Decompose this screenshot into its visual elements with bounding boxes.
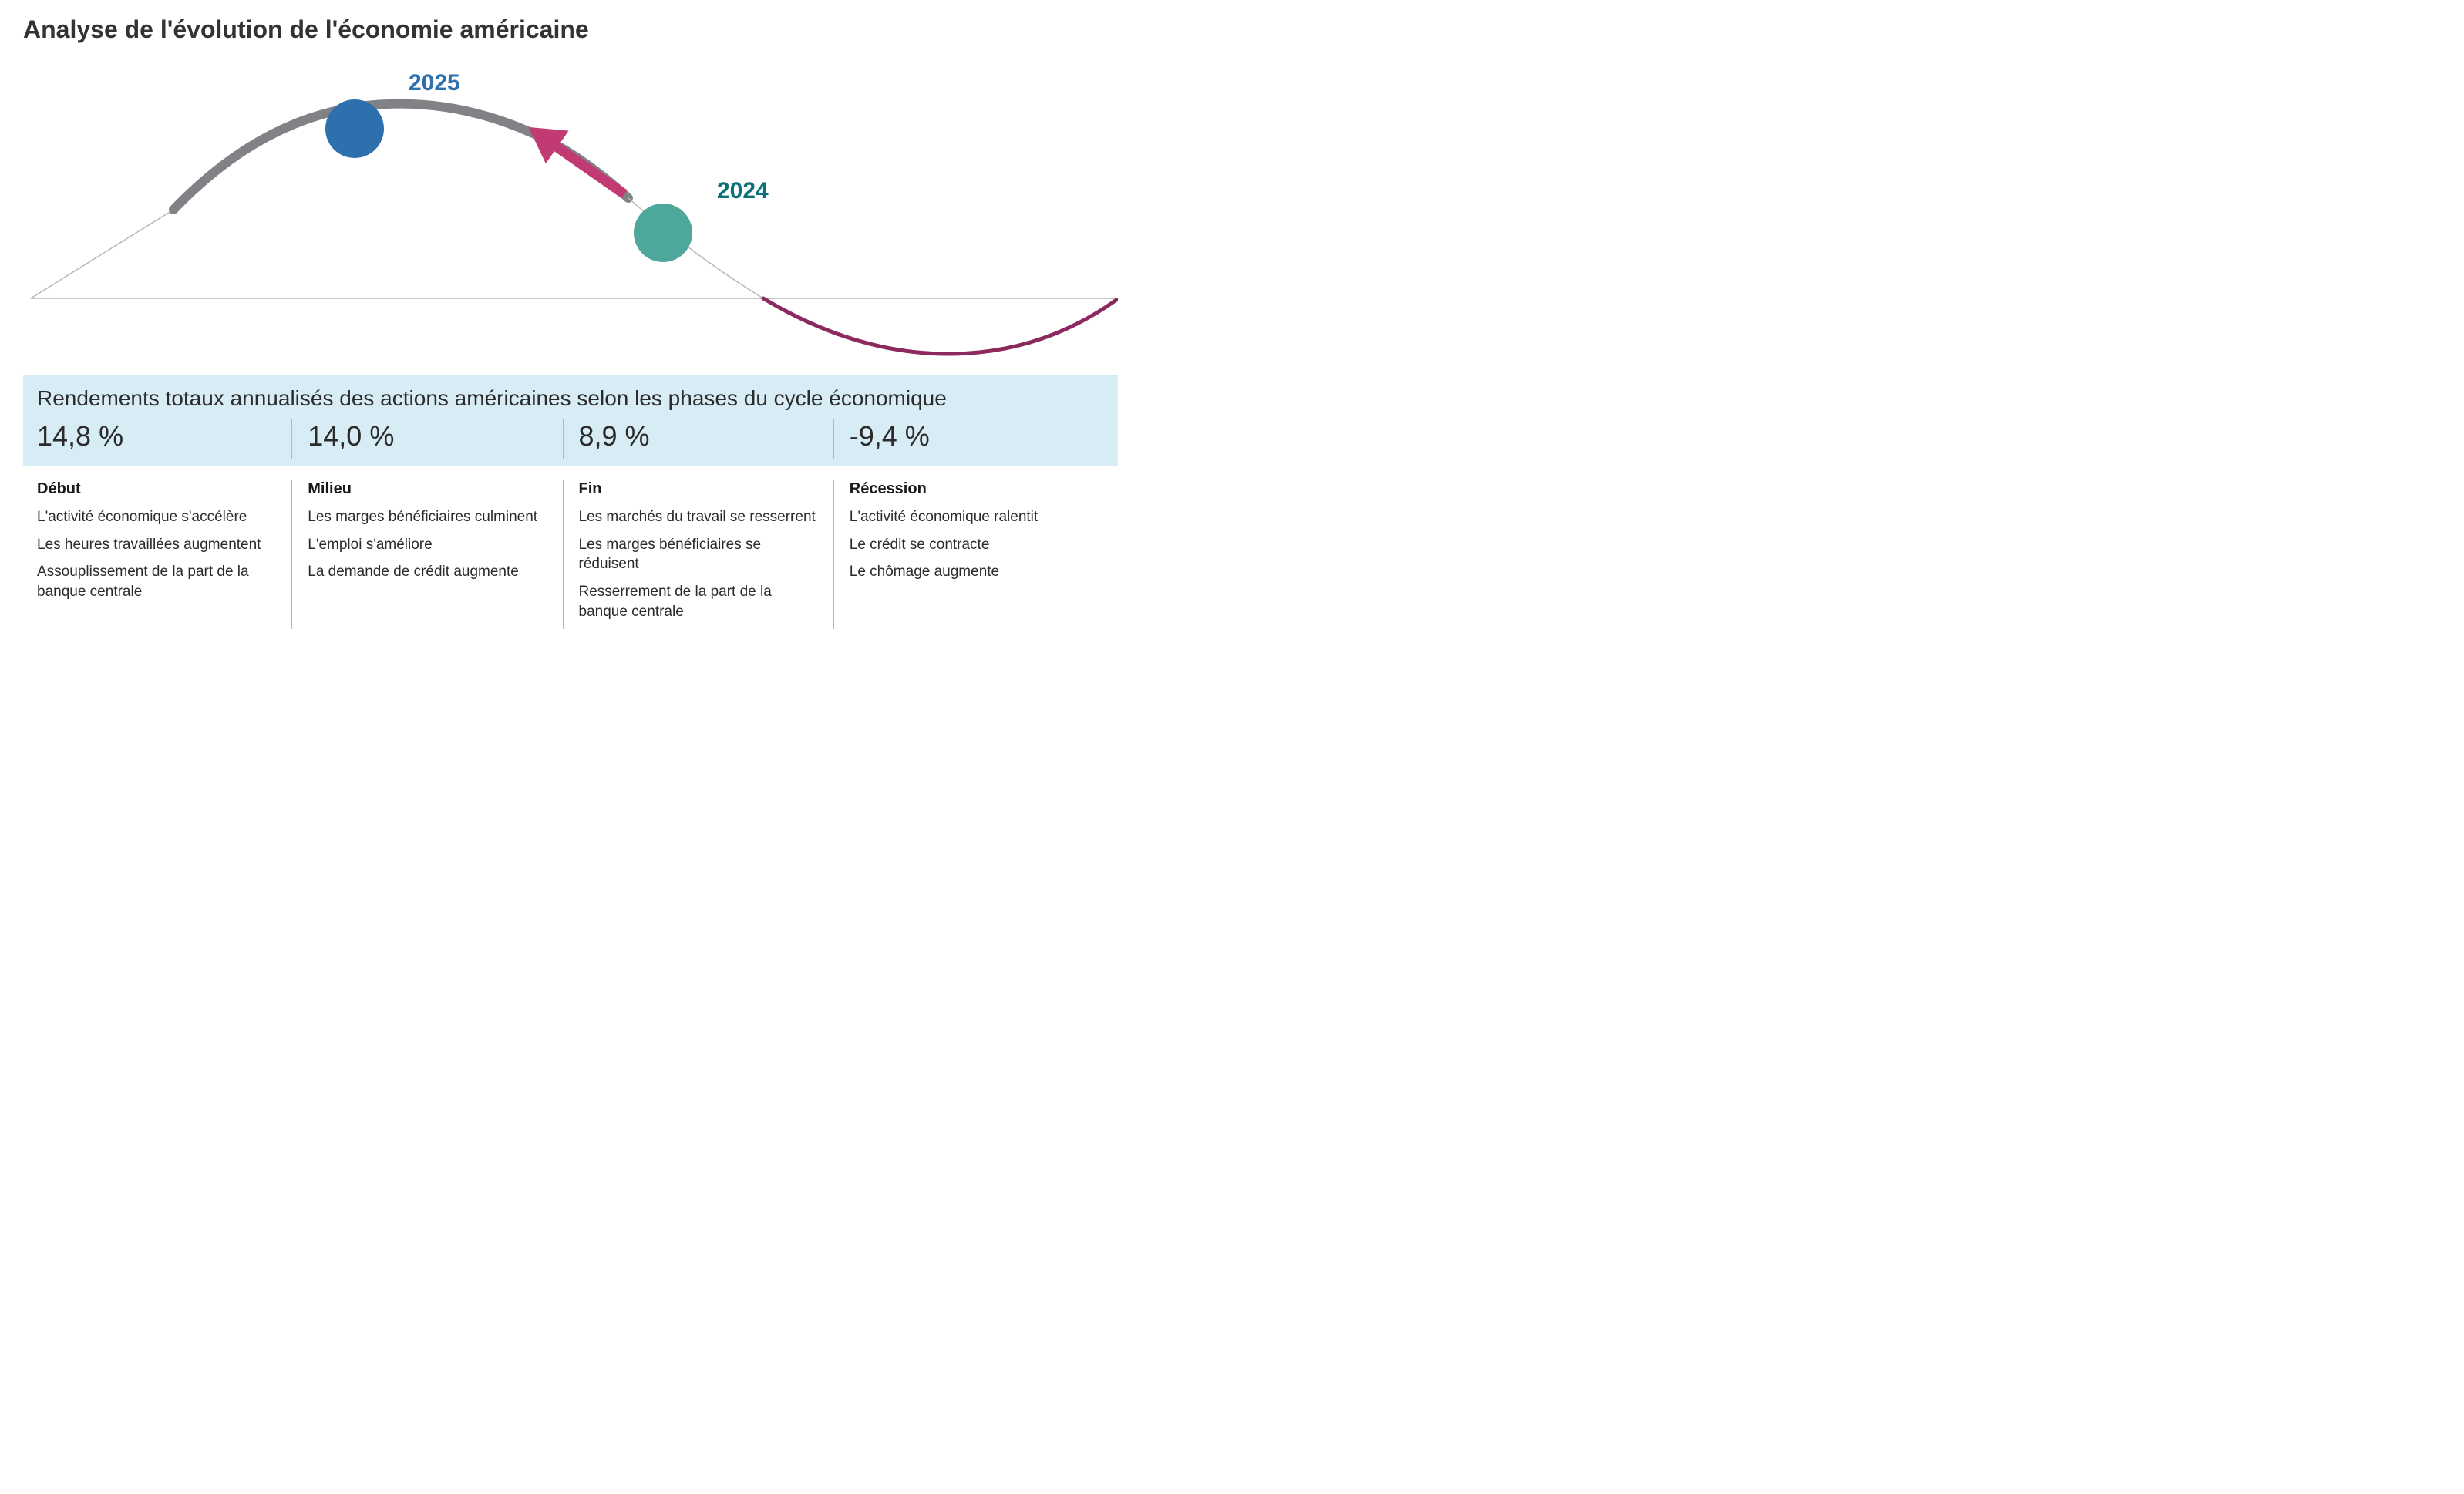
phase-cell: Début L'activité économique s'accélère Les… [37, 480, 291, 629]
return-value: 14,0 % [291, 419, 562, 459]
phases-row: Début L'activité économique s'accélère Les… [23, 466, 1118, 629]
marker-label-2024: 2024 [717, 178, 769, 204]
return-value: 14,8 % [37, 419, 291, 459]
phase-point: Assouplissement de la part de la banque … [37, 562, 276, 601]
phase-point: L'activité économique ralentit [850, 507, 1089, 527]
phase-point: L'activité économique s'accélère [37, 507, 276, 527]
phase-point: Les marges bénéficiaires se réduisent [579, 535, 818, 574]
marker-2024 [634, 204, 692, 262]
return-value: 8,9 % [563, 419, 833, 459]
returns-title: Rendements totaux annualisés des actions… [37, 386, 1104, 411]
curve-mid-thick [366, 104, 628, 198]
marker-label-2025: 2025 [409, 70, 460, 96]
phase-point: Les heures travaillées augmentent [37, 535, 276, 555]
phase-point: Resserrement de la part de la banque cen… [579, 582, 818, 621]
marker-2025 [325, 99, 384, 158]
page-title: Analyse de l'évolution de l'économie amé… [23, 15, 1118, 44]
phase-point: Les marchés du travail se resserrent [579, 507, 818, 527]
direction-arrow [547, 140, 624, 194]
return-value: -9,4 % [833, 419, 1104, 459]
curve-early-thin [31, 210, 173, 298]
phase-point: Les marges bénéficiaires culminent [308, 507, 547, 527]
phase-name: Récession [850, 480, 1089, 498]
phase-cell: Fin Les marchés du travail se resserrent L… [563, 480, 833, 629]
phase-point: Le crédit se contracte [850, 535, 1089, 555]
curve-recession [763, 298, 1116, 354]
phase-name: Milieu [308, 480, 547, 498]
cycle-chart: 2025 2024 [23, 59, 1118, 368]
phase-point: L'emploi s'améliore [308, 535, 547, 555]
returns-row: 14,8 %14,0 %8,9 %-9,4 % [37, 419, 1104, 459]
phase-name: Début [37, 480, 276, 498]
cycle-svg: 2025 2024 [23, 59, 1118, 368]
phase-name: Fin [579, 480, 818, 498]
phase-cell: Récession L'activité économique ralentit L… [833, 480, 1104, 629]
phase-point: Le chômage augmente [850, 562, 1089, 582]
phase-point: La demande de crédit augmente [308, 562, 547, 582]
returns-header-bar: Rendements totaux annualisés des actions… [23, 375, 1118, 466]
phase-cell: Milieu Les marges bénéficiaires culminent… [291, 480, 562, 629]
